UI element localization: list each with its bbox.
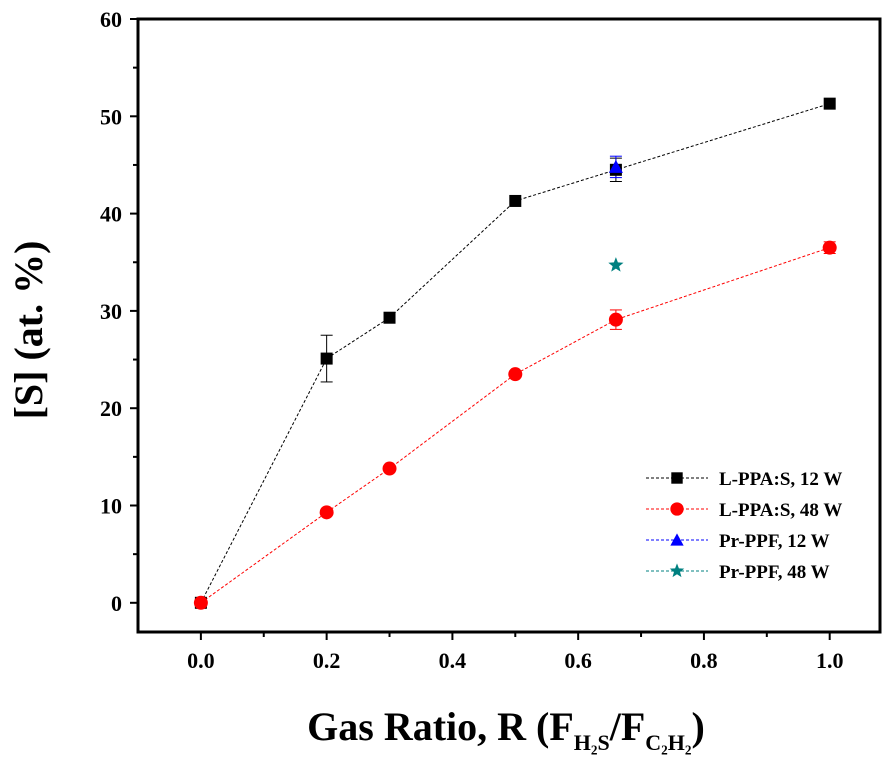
- data-point: [509, 194, 522, 207]
- legend-marker: [670, 502, 684, 516]
- series-line-0: [200, 103, 830, 604]
- data-point: [319, 505, 334, 520]
- data-point: [608, 257, 624, 272]
- data-point: [383, 311, 396, 324]
- series-lines: [200, 103, 830, 604]
- y-tick-label: 50: [100, 104, 122, 129]
- data-point: [508, 367, 523, 382]
- y-tick-label: 20: [100, 396, 122, 421]
- x-axis-label: Gas Ratio, R (FH₂S/FC₂H₂): [307, 704, 705, 755]
- data-point: [822, 240, 837, 255]
- data-markers: [193, 97, 837, 610]
- data-point: [320, 352, 333, 365]
- x-tick-label: 0.6: [564, 648, 592, 673]
- x-axis-label-sub-c2h2: C₂H₂: [645, 730, 692, 755]
- plot-frame: [136, 17, 882, 634]
- x-axis-label-sub-h2s: H₂S: [574, 730, 610, 755]
- y-tick-label: 30: [100, 299, 122, 324]
- y-tick-label: 10: [100, 494, 122, 519]
- y-axis-label: [S] (at. %): [6, 241, 51, 420]
- legend-label: Pr-PPF, 48 W: [719, 562, 830, 583]
- legend-marker: [671, 472, 683, 484]
- data-point: [823, 97, 836, 110]
- x-axis-label-mid: /F: [609, 704, 646, 749]
- y-tick-label: 40: [100, 202, 122, 227]
- legend-label: L-PPA:S, 12 W: [719, 469, 842, 490]
- data-point: [608, 312, 623, 327]
- x-axis-label-end: ): [692, 704, 705, 749]
- y-axis-ticks: 0 10 20 30 40 50 60: [100, 7, 138, 616]
- legend-marker: [670, 533, 684, 546]
- y-tick-label: 60: [100, 7, 122, 32]
- x-tick-label: 0.2: [313, 648, 341, 673]
- data-point: [608, 159, 623, 173]
- legend-label: L-PPA:S, 48 W: [719, 500, 842, 521]
- data-point: [382, 461, 397, 476]
- x-axis-ticks: 0.0 0.2 0.4 0.6 0.8 1.0: [187, 632, 843, 673]
- legend-label: Pr-PPF, 12 W: [719, 531, 830, 552]
- x-axis-label-main: Gas Ratio, R (F: [307, 704, 574, 749]
- x-tick-label: 0.0: [187, 648, 215, 673]
- x-tick-label: 0.4: [439, 648, 467, 673]
- x-tick-label: 0.8: [690, 648, 718, 673]
- data-point: [193, 595, 208, 610]
- x-tick-label: 1.0: [816, 648, 844, 673]
- series-line-1: [200, 247, 830, 604]
- legend: L-PPA:S, 12 W L-PPA:S, 48 W Pr-PPF, 12 W Pr…: [646, 469, 842, 583]
- legend-marker: [669, 563, 685, 578]
- y-tick-label: 0: [111, 591, 122, 616]
- error-bars: [320, 155, 836, 383]
